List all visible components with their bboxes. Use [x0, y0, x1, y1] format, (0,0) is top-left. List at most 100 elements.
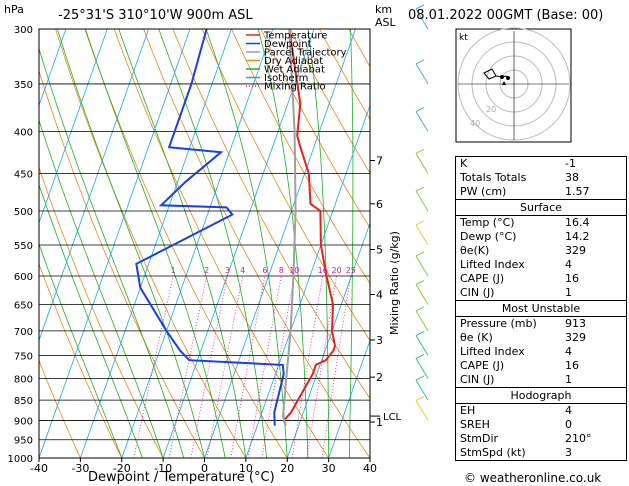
x-tick-label: 20: [280, 462, 294, 475]
mixing-ratio-label: 25: [346, 266, 356, 275]
hodograph-ring-label: 20: [486, 105, 496, 114]
hodograph-section: Hodograph EH 4 SREH 0 StmDir 210° StmSpd (kt) 3: [456, 388, 626, 460]
isotherm-line: [121, 29, 274, 458]
section-title: Surface: [456, 200, 626, 216]
index-value: 329: [565, 331, 586, 344]
index-name: EH: [460, 404, 476, 417]
hodograph-point: [506, 76, 510, 80]
index-value: -1: [565, 157, 576, 170]
legend-label: Wet Adiabat: [264, 65, 325, 76]
temperature-line: [282, 29, 337, 426]
km-tick-label: 4: [376, 288, 383, 301]
legend-label: Dry Adiabat: [264, 56, 323, 67]
mixing-ratio-label: 1: [171, 266, 176, 275]
index-value: 3: [565, 446, 572, 459]
index-row: Dewp (°C) 14.2: [456, 230, 626, 244]
index-value: 38: [565, 171, 579, 184]
km-tick-label: 3: [376, 334, 383, 347]
dry-adiabat-line: [55, 29, 247, 458]
index-row: K -1: [456, 157, 626, 171]
index-name: CAPE (J): [460, 272, 505, 285]
index-value: 913: [565, 317, 586, 330]
mixing-ratio-line: [190, 275, 228, 458]
wind-barb: [415, 284, 429, 305]
mixing-ratio-label: 8: [279, 266, 284, 275]
pressure-tick-label: 350: [14, 80, 33, 91]
mixing-ratio-label: 6: [262, 266, 267, 275]
mixing-ratio-line: [321, 275, 352, 458]
location-title: -25°31'S 310°10'W 900m ASL: [58, 8, 253, 23]
lcl-label: LCL: [383, 412, 402, 423]
index-name: Dewp (°C): [460, 230, 517, 243]
legend-label: Parcel Trajectory: [264, 48, 347, 59]
indices-section: K -1 Totals Totals 38 PW (cm) 1.57: [456, 157, 626, 200]
index-row: SREH 0: [456, 418, 626, 432]
hodograph-ring-label: 40: [470, 119, 480, 128]
km-tick-label: 1: [376, 416, 383, 429]
index-value: 16: [565, 272, 579, 285]
mixing-ratio-line: [206, 275, 244, 458]
index-row: EH 4: [456, 404, 626, 418]
mixing-ratio-label: 16: [318, 266, 328, 275]
isotherm-line: [204, 29, 356, 458]
pressure-tick-label: 1000: [8, 454, 33, 465]
km-tick-label: 6: [376, 198, 383, 211]
wind-barb: [415, 8, 429, 30]
isotherm-line: [39, 29, 108, 225]
pressure-tick-label: 800: [14, 374, 33, 385]
x-tick-label: -30: [71, 462, 89, 475]
mixing-ratio-line: [261, 275, 295, 458]
mixing-ratio-label: 2: [204, 266, 209, 275]
index-name: θe (K): [460, 331, 493, 344]
index-value: 16: [565, 359, 579, 372]
x-tick-label: 0: [201, 462, 208, 475]
wind-barb: [415, 335, 429, 356]
wind-barb: [415, 190, 429, 212]
wet-adiabat-line: [39, 47, 185, 458]
wind-barb: [415, 379, 429, 401]
index-name: SREH: [460, 418, 490, 431]
wind-barb-flag: [415, 59, 425, 65]
pressure-tick-label: 500: [14, 207, 33, 218]
section-title: Hodograph: [456, 388, 626, 404]
index-value: 4: [565, 258, 572, 271]
index-row: StmSpd (kt) 3: [456, 446, 626, 460]
mixing-ratio-label: 10: [289, 266, 299, 275]
index-value: 4: [565, 404, 572, 417]
surface-section: Surface Temp (°C) 16.4 Dewp (°C) 14.2 θe(K) 32…: [456, 200, 626, 301]
index-name: Totals Totals: [460, 171, 527, 184]
index-value: 1: [565, 286, 572, 299]
index-row: θe(K) 329: [456, 244, 626, 258]
wind-barb-flag: [415, 354, 425, 359]
wind-barb-flag: [415, 107, 425, 112]
wind-barb-flag: [415, 331, 425, 336]
index-name: θe(K): [460, 244, 490, 257]
mixing-ratio-line: [306, 275, 337, 458]
pressure-tick-label: 850: [14, 396, 33, 407]
index-row: CIN (J) 1: [456, 286, 626, 300]
legend-label: Temperature: [263, 31, 327, 42]
parcel-trajectory-line: [281, 29, 297, 426]
index-row: Lifted Index 4: [456, 258, 626, 272]
isotherm-line: [162, 29, 315, 458]
index-name: CIN (J): [460, 373, 495, 386]
pressure-tick-label: 300: [14, 25, 33, 36]
dry-adiabat-line: [39, 359, 81, 458]
dry-adiabat-line: [289, 29, 370, 174]
x-axis-label: Dewpoint / Temperature (°C): [88, 470, 275, 485]
pressure-tick-label: 550: [14, 241, 33, 252]
isotherm-line: [286, 221, 370, 458]
x-tick-label: -20: [113, 462, 131, 475]
index-name: Pressure (mb): [460, 317, 537, 330]
isotherm-line: [39, 29, 191, 458]
dry-adiabat-line: [113, 29, 329, 458]
mixing-ratio-line: [230, 275, 266, 458]
index-name: K: [460, 157, 468, 170]
pressure-tick-label: 400: [14, 128, 33, 139]
index-value: 329: [565, 244, 586, 257]
datetime-title: 08.01.2022 00GMT (Base: 00): [408, 8, 604, 23]
index-value: 0: [565, 418, 572, 431]
wind-barb-flag: [415, 396, 425, 401]
mixing-ratio-label: 20: [332, 266, 342, 275]
